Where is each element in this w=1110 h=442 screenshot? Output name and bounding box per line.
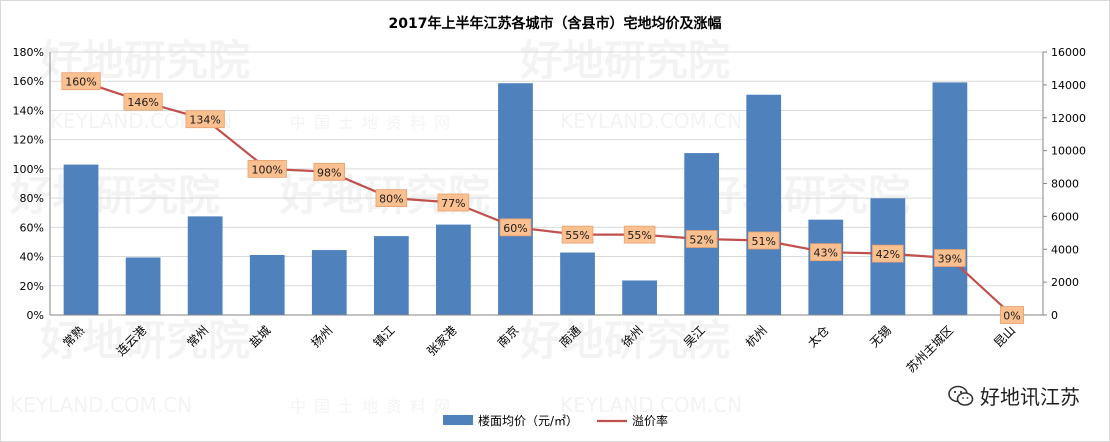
data-label: 146% xyxy=(127,96,158,109)
data-label: 60% xyxy=(503,222,527,235)
y-right-tick-label: 0 xyxy=(1051,309,1058,322)
wechat-badge: 好地讯江苏 xyxy=(948,381,1080,410)
legend-swatch-bar xyxy=(443,415,473,425)
data-label-box xyxy=(499,218,532,237)
y-right-tick-label: 4000 xyxy=(1051,243,1079,256)
data-label: 134% xyxy=(189,114,220,127)
data-label: 42% xyxy=(876,248,900,261)
data-label-box xyxy=(561,225,594,244)
bar xyxy=(249,255,285,315)
y-left-tick-label: 180% xyxy=(13,46,44,59)
y-right-tick-label: 14000 xyxy=(1051,79,1086,92)
y-right-tick-label: 2000 xyxy=(1051,276,1079,289)
watermark-brand: 好地研究院 xyxy=(519,316,730,365)
data-label-box xyxy=(313,162,346,181)
bar xyxy=(808,219,844,315)
data-label-box xyxy=(809,243,842,262)
chart-title: 2017年上半年江苏各城市（含县市）宅地均价及涨幅 xyxy=(389,15,722,32)
data-label: 160% xyxy=(65,76,96,89)
data-label: 100% xyxy=(251,163,282,176)
data-label: 52% xyxy=(689,234,713,247)
y-left-tick-label: 0% xyxy=(27,309,44,322)
data-label-box xyxy=(61,72,101,91)
y-left-tick-label: 20% xyxy=(20,280,44,293)
data-label: 80% xyxy=(379,193,403,206)
bar xyxy=(63,164,99,315)
data-label-box xyxy=(123,92,163,111)
watermark-cn: 中国土地资料网 xyxy=(290,397,458,416)
data-label-box xyxy=(872,244,904,263)
line-series xyxy=(80,80,1013,316)
y-right-tick-label: 6000 xyxy=(1051,210,1079,223)
watermark-site: KEYLAND.COM.CN xyxy=(560,109,742,133)
data-label-box xyxy=(747,231,780,250)
data-label: 43% xyxy=(814,247,838,260)
bar xyxy=(436,224,471,315)
watermark-cn: 中国土地资料网 xyxy=(290,113,458,132)
y-left-tick-label: 120% xyxy=(13,134,44,147)
data-label: 98% xyxy=(317,166,341,179)
watermark-brand: 好地研究院 xyxy=(519,36,730,85)
bar xyxy=(560,252,595,315)
data-label-box xyxy=(375,189,408,208)
bar xyxy=(498,83,533,315)
y-left-tick-label: 140% xyxy=(13,104,44,117)
watermark-brand: 好地研究院 xyxy=(9,171,220,220)
bar xyxy=(746,94,782,315)
watermark-site: KEYLAND.COM.CN xyxy=(560,393,742,417)
y-left-tick-label: 60% xyxy=(20,221,44,234)
y-right-tick-label: 12000 xyxy=(1051,112,1086,125)
data-label-box xyxy=(247,159,287,178)
watermark-brand: 好地研究院 xyxy=(39,316,250,365)
data-label-box xyxy=(437,193,470,212)
bar xyxy=(187,216,223,315)
badge-text: 好地讯江苏 xyxy=(980,385,1080,409)
y-left-tick-label: 40% xyxy=(20,251,44,264)
legend-label-line: 溢价率 xyxy=(632,413,668,428)
data-label: 39% xyxy=(938,253,962,266)
data-label-box xyxy=(934,249,966,267)
y-right-tick-label: 8000 xyxy=(1051,178,1079,191)
data-label-box xyxy=(185,110,225,129)
data-label-box xyxy=(685,230,718,248)
data-label-box xyxy=(999,306,1024,324)
data-label: 55% xyxy=(565,229,589,242)
data-label-box xyxy=(623,225,656,244)
bar xyxy=(622,280,657,315)
y-left-tick-label: 160% xyxy=(13,75,44,88)
wechat-icon xyxy=(948,385,974,406)
bar xyxy=(373,236,409,315)
y-left-tick-label: 80% xyxy=(20,192,44,205)
bar xyxy=(932,82,968,315)
y-right-tick-label: 10000 xyxy=(1051,145,1086,158)
y-right-tick-label: 16000 xyxy=(1051,46,1086,59)
legend-label-bar: 楼面均价（元/㎡） xyxy=(478,413,578,428)
y-left-tick-label: 100% xyxy=(13,163,44,176)
data-label: 51% xyxy=(751,235,775,248)
data-label: 55% xyxy=(627,229,651,242)
bar xyxy=(125,257,161,315)
watermark-site: KEYLAND.COM.CN xyxy=(10,393,192,417)
bar xyxy=(311,250,347,315)
data-label: 0% xyxy=(1003,310,1020,323)
data-label: 77% xyxy=(441,197,465,210)
